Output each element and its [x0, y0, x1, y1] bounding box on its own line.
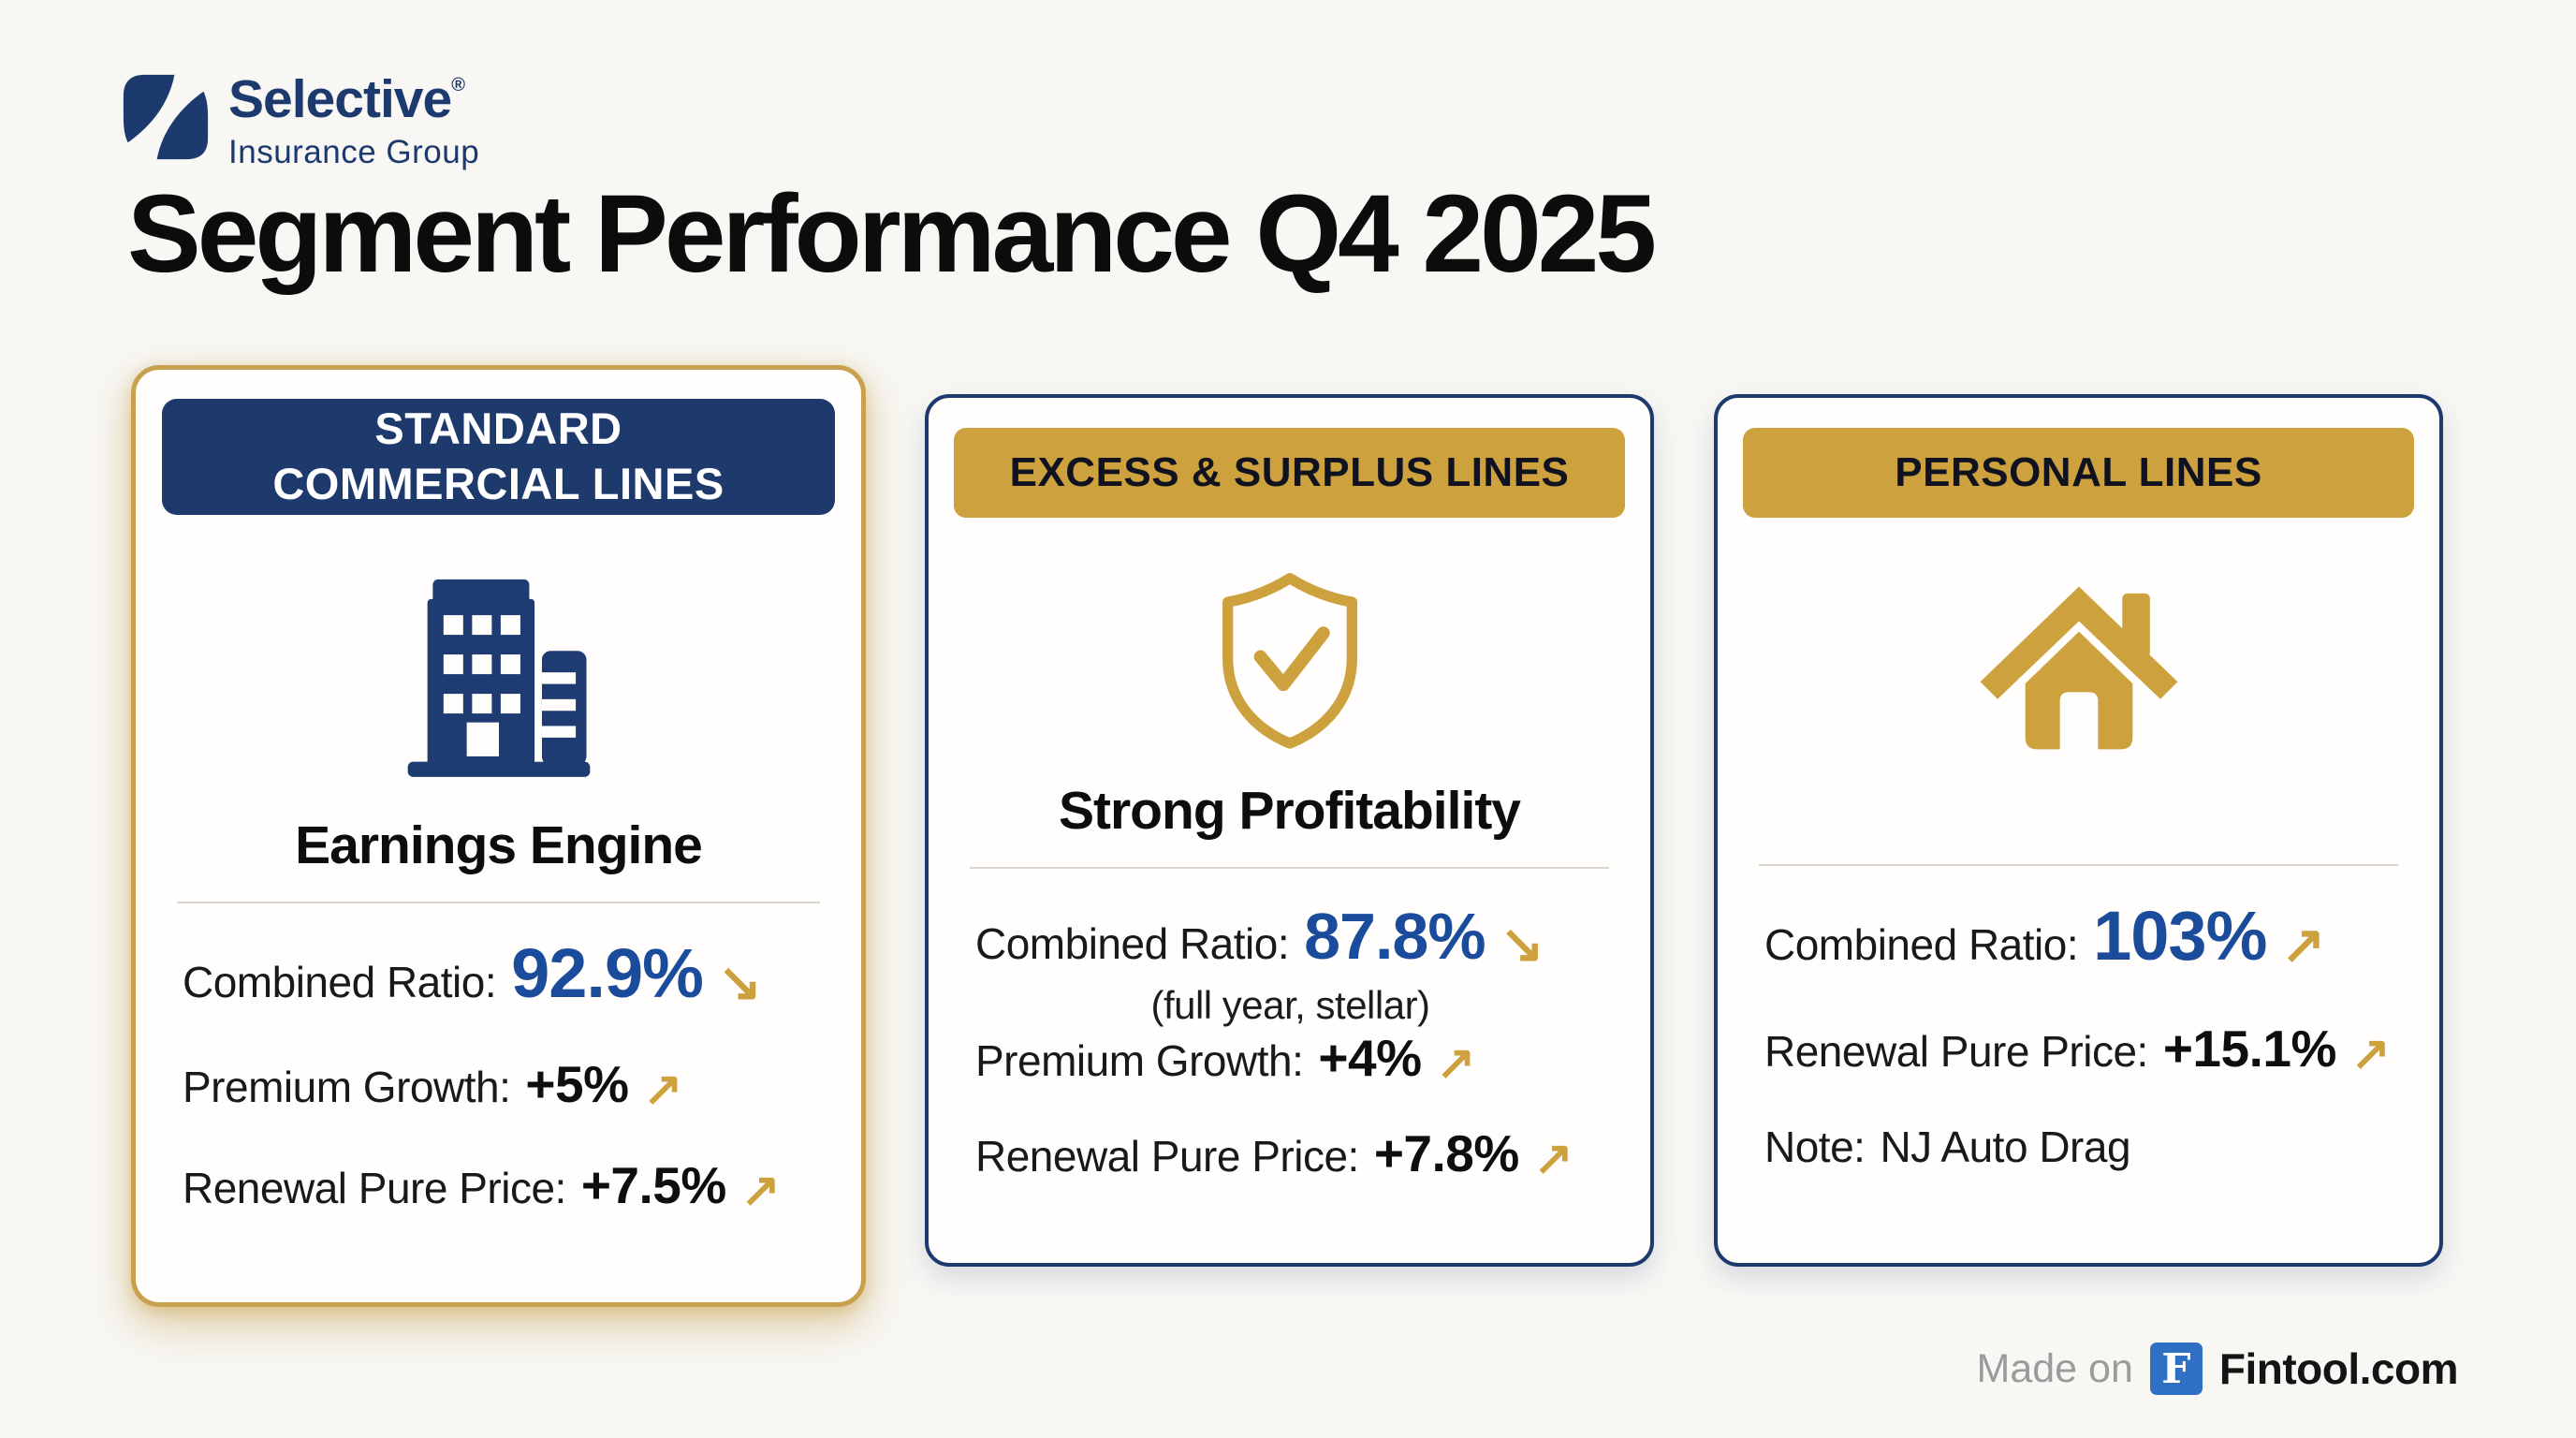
stats-list: Combined Ratio: 92.9% ↘ Premium Growth: …: [136, 903, 861, 1215]
stat-label: Combined Ratio:: [183, 957, 497, 1006]
card-personal-lines: PERSONAL LINES Combined Ratio: 103% ↗ Re…: [1714, 394, 2443, 1267]
stat-group-combined-ratio: Combined Ratio: 87.8% ↘ (full year, stel…: [975, 899, 1605, 1028]
arrow-down-right-icon: ↘: [1500, 913, 1544, 973]
stat-row-combined-ratio: Combined Ratio: 92.9% ↘: [183, 933, 816, 1013]
made-on-label: Made on: [1976, 1345, 2133, 1391]
stat-value: 87.8%: [1304, 899, 1486, 973]
stat-value: 92.9%: [511, 933, 704, 1012]
stat-value: +4%: [1318, 1028, 1422, 1087]
stats-list: Combined Ratio: 103% ↗ Renewal Pure Pric…: [1718, 866, 2439, 1172]
selective-logo-text: Selective® Insurance Group: [228, 73, 479, 171]
stat-note: (full year, stellar): [1150, 982, 1430, 1027]
arrow-up-right-icon: ↗: [2281, 915, 2326, 974]
stat-row-renewal-pure-price: Renewal Pure Price: +7.8% ↗: [975, 1123, 1605, 1183]
stat-value: +7.5%: [580, 1155, 726, 1214]
brand-subtitle: Insurance Group: [228, 134, 480, 170]
arrow-up-right-icon: ↗: [1533, 1131, 1573, 1184]
stat-label: Combined Ratio:: [1764, 920, 2079, 969]
stat-value: 103%: [2093, 897, 2267, 975]
brand-name: Selective®: [228, 69, 465, 129]
registered-mark: ®: [451, 75, 465, 95]
stat-label: Premium Growth:: [183, 1062, 511, 1111]
stat-label: Renewal Pure Price:: [1764, 1027, 2148, 1076]
arrow-up-right-icon: ↗: [2350, 1027, 2391, 1079]
arrow-up-right-icon: ↗: [740, 1163, 781, 1216]
header-line: STANDARD: [374, 404, 622, 454]
stats-list: Combined Ratio: 87.8% ↘ (full year, stel…: [929, 869, 1650, 1183]
card-header-excess-surplus: EXCESS & SURPLUS LINES: [954, 428, 1625, 518]
divider: [970, 866, 1609, 869]
stat-row-combined-ratio: Combined Ratio: 87.8% ↘: [975, 899, 1605, 974]
stat-label: Renewal Pure Price:: [975, 1131, 1359, 1181]
stat-value: +15.1%: [2162, 1020, 2337, 1078]
selective-logo-icon: [123, 74, 209, 160]
header-line: COMMERCIAL LINES: [272, 459, 724, 508]
stat-row-renewal-pure-price: Renewal Pure Price: +7.5% ↗: [183, 1155, 816, 1215]
card-subtitle: Strong Profitability: [1059, 781, 1521, 841]
building-icon: [407, 579, 590, 777]
stat-row-renewal-pure-price: Renewal Pure Price: +15.1% ↗: [1764, 1019, 2394, 1078]
stat-row-note: Note: NJ Auto Drag: [1764, 1122, 2394, 1172]
page-title: Segment Performance Q4 2025: [127, 172, 1657, 296]
arrow-up-right-icon: ↗: [643, 1062, 683, 1115]
selective-logo: Selective® Insurance Group: [122, 71, 479, 171]
icon-area: [136, 569, 861, 783]
fintool-link[interactable]: Fintool.com: [2218, 1344, 2459, 1393]
icon-area: [929, 570, 1650, 750]
stat-label: Note:: [1764, 1123, 1866, 1171]
fintool-logo-icon: F: [2149, 1343, 2203, 1395]
icon-area: [1718, 566, 2439, 757]
stat-label: Combined Ratio:: [975, 918, 1290, 968]
stat-value: +5%: [525, 1054, 629, 1113]
fintool-watermark: Made on F Fintool.com: [1976, 1343, 2459, 1395]
card-standard-commercial-lines: STANDARD COMMERCIAL LINES: [131, 365, 866, 1307]
arrow-down-right-icon: ↘: [717, 951, 762, 1011]
card-excess-surplus-lines: EXCESS & SURPLUS LINES Strong Profitabil…: [925, 394, 1654, 1267]
spacer: [1718, 757, 2439, 838]
stat-label: Renewal Pure Price:: [183, 1163, 566, 1212]
card-subtitle: Earnings Engine: [295, 815, 703, 875]
header-line: EXCESS & SURPLUS LINES: [1009, 449, 1570, 495]
stat-row-premium-growth: Premium Growth: +5% ↗: [183, 1054, 816, 1114]
stat-value: +7.8%: [1373, 1123, 1519, 1182]
shield-check-icon: [1222, 573, 1357, 749]
divider: [177, 901, 820, 903]
card-header-standard-commercial: STANDARD COMMERCIAL LINES: [162, 399, 835, 515]
stat-row-combined-ratio: Combined Ratio: 103% ↗: [1764, 896, 2394, 976]
stat-row-premium-growth: Premium Growth: +4% ↗: [975, 1028, 1605, 1088]
stat-value: NJ Auto Drag: [1880, 1123, 2131, 1171]
stat-label: Premium Growth:: [975, 1035, 1304, 1085]
house-icon: [1980, 586, 2177, 750]
arrow-up-right-icon: ↗: [1436, 1035, 1476, 1089]
card-header-personal-lines: PERSONAL LINES: [1743, 428, 2414, 518]
header-line: PERSONAL LINES: [1895, 449, 2262, 495]
divider: [1759, 864, 2398, 866]
